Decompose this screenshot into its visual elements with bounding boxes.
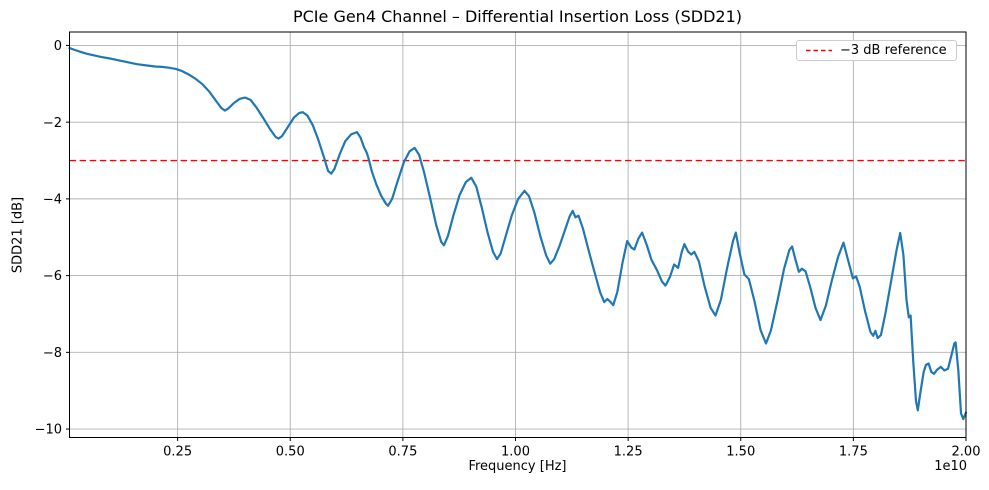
x-tick-label: 1.00 [501,445,530,460]
x-axis-label: Frequency [Hz] [468,459,567,474]
y-tick-label: −6 [43,269,62,284]
x-tick-label: 2.00 [952,445,981,460]
x-axis-offset-label: 1e10 [934,459,967,474]
y-tick-label: −8 [43,346,62,361]
legend-entry-label: −3 dB reference [840,43,947,58]
y-tick-label: 0 [54,39,62,54]
y-tick-label: −2 [43,116,62,131]
x-tick-label: 0.50 [276,445,305,460]
series-curve-sdd21 [68,47,968,421]
axes-box [69,31,967,438]
chart-title: PCIe Gen4 Channel – Differential Inserti… [292,7,743,26]
x-tick-label: 1.50 [726,445,755,460]
x-tick-label: 0.25 [163,445,192,460]
legend-dashed-line-swatch [806,49,832,52]
y-tick-label: −10 [35,423,62,438]
x-tick-label: 0.75 [388,445,417,460]
y-tick-label: −4 [43,192,62,207]
x-tick-label: 1.25 [614,445,643,460]
x-tick-label: 1.75 [839,445,868,460]
legend: −3 dB reference [796,40,957,61]
